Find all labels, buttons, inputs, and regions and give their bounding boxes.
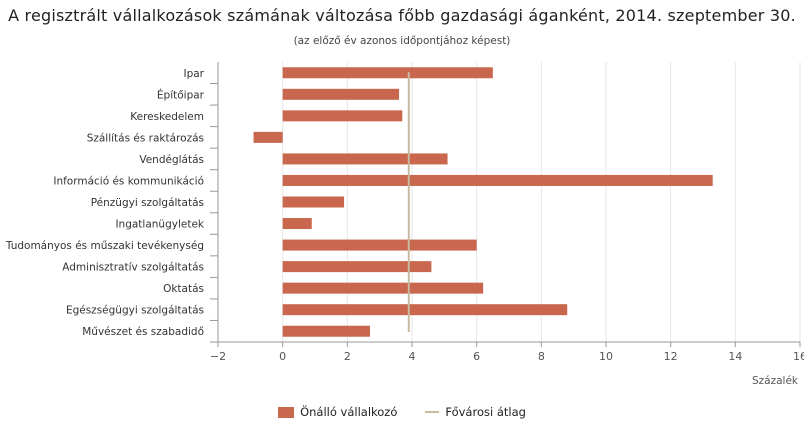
category-label: Tudományos és műszaki tevékenység xyxy=(5,240,204,252)
x-tick-label: −2 xyxy=(210,350,226,363)
legend-swatch-bar xyxy=(278,406,295,418)
category-label: Ingatlanügyletek xyxy=(115,219,204,231)
category-label: Ipar xyxy=(183,68,204,80)
x-tick-label: 2 xyxy=(344,350,351,363)
bar-chart: −2 0 2 4 6 8 10 12 14 16 Ipar Építőipar Kereskedelem… xyxy=(5,62,804,387)
category-label: Információ és kommunikáció xyxy=(53,175,204,187)
x-tick-label: 6 xyxy=(473,350,480,363)
bar[interactable] xyxy=(282,174,713,186)
category-label: Adminisztratív szolgáltatás xyxy=(62,262,204,274)
bar[interactable] xyxy=(282,282,484,294)
bar[interactable] xyxy=(282,196,345,208)
category-label: Építőipar xyxy=(157,88,205,101)
bar[interactable] xyxy=(282,261,432,273)
x-tick-label: 12 xyxy=(664,350,678,363)
chart-title: A regisztrált vállalkozások számának vál… xyxy=(8,6,796,25)
legend-label-series-2: Fővárosi átlag xyxy=(445,405,526,419)
legend-item-series-1[interactable]: Önálló vállalkozó xyxy=(278,405,397,419)
chart-subtitle: (az előző év azonos időpontjához képest) xyxy=(293,35,511,47)
category-label: Szállítás és raktározás xyxy=(87,132,204,144)
category-label: Oktatás xyxy=(163,283,204,295)
bar[interactable] xyxy=(282,239,477,251)
x-axis-title: Százalék xyxy=(752,375,799,387)
x-tick-label: 16 xyxy=(793,350,804,363)
category-label: Egészségügyi szolgáltatás xyxy=(66,305,204,317)
bar[interactable] xyxy=(282,325,370,337)
category-label: Kereskedelem xyxy=(130,111,204,123)
bar[interactable] xyxy=(282,110,403,122)
legend-label-series-1: Önálló vállalkozó xyxy=(300,405,398,419)
legend-swatch-line xyxy=(425,411,440,413)
bar[interactable] xyxy=(282,218,312,230)
x-tick-label: 8 xyxy=(538,350,545,363)
bar[interactable] xyxy=(282,153,448,165)
legend-item-series-2[interactable]: Fővárosi átlag xyxy=(425,405,526,419)
legend: Önálló vállalkozó Fővárosi átlag xyxy=(0,405,804,419)
bar[interactable] xyxy=(282,88,400,100)
bar[interactable] xyxy=(282,304,568,316)
x-tick-label: 4 xyxy=(409,350,416,363)
category-label: Vendéglátás xyxy=(139,154,204,166)
bar[interactable] xyxy=(253,131,283,143)
bar[interactable] xyxy=(282,67,493,79)
x-tick-label: 0 xyxy=(279,350,286,363)
x-tick-label: 10 xyxy=(599,350,613,363)
category-label: Művészet és szabadidő xyxy=(82,326,204,338)
x-tick-label: 14 xyxy=(728,350,742,363)
category-label: Pénzügyi szolgáltatás xyxy=(91,197,204,209)
